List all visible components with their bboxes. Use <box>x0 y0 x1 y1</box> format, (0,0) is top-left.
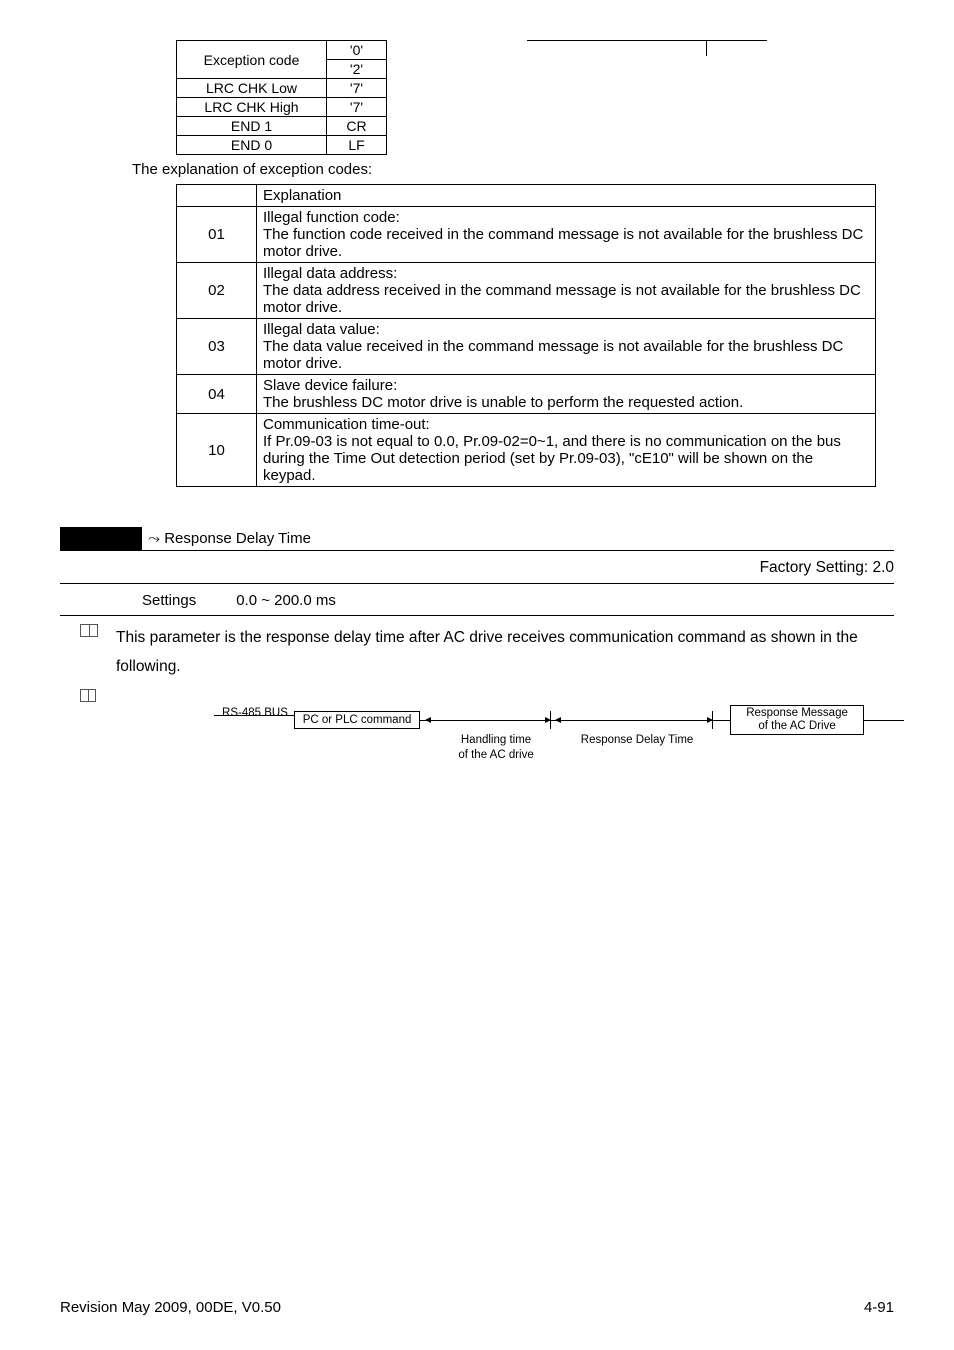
divider <box>60 583 894 584</box>
explain-cell: Communication time-out: If Pr.09-03 is n… <box>257 414 876 487</box>
explanation-table: Explanation 01 Illegal function code: Th… <box>176 184 876 487</box>
settings-label: Settings <box>142 592 196 609</box>
blank-header <box>177 185 257 207</box>
explain-cell: Slave device failure: The brushless DC m… <box>257 375 876 414</box>
cap1-l1: Handling time <box>461 734 531 746</box>
diagram-line <box>864 720 904 721</box>
desc-text: This parameter is the response delay tim… <box>116 624 894 681</box>
section-title: Response Delay Time <box>164 530 311 547</box>
response-msg-box: Response Message of the AC Drive <box>730 705 864 735</box>
code-cell: 04 <box>177 375 257 414</box>
code-cell: 02 <box>177 263 257 319</box>
explain-intro: The explanation of exception codes: <box>132 161 894 178</box>
row-label: LRC CHK Low <box>177 79 327 98</box>
pc-plc-box: PC or PLC command <box>294 711 420 729</box>
cell: LF <box>327 136 387 155</box>
explain-cell: Illegal data value: The data value recei… <box>257 319 876 375</box>
section-index-chip <box>60 527 142 551</box>
diagram-line <box>214 715 294 716</box>
row-title: Slave device failure: <box>263 377 397 394</box>
code-cell: 03 <box>177 319 257 375</box>
box2-l2: of the AC Drive <box>758 720 835 733</box>
row-title: Illegal data value: <box>263 321 380 338</box>
cell: CR <box>327 117 387 136</box>
diagram-arrow <box>550 720 712 721</box>
cap1-l2: of the AC drive <box>458 749 533 761</box>
row-body: If Pr.09-03 is not equal to 0.0, Pr.09-0… <box>263 433 841 484</box>
diagram-arrow <box>426 720 427 721</box>
book-icon <box>80 624 98 637</box>
row-body: The data value received in the command m… <box>263 338 843 372</box>
diagram-line <box>712 720 730 721</box>
explain-header: Explanation <box>257 185 876 207</box>
header-divider-tick <box>706 40 707 56</box>
timing-diagram: RS-485 BUS PC or PLC command Response Me… <box>174 697 894 775</box>
bus-label: RS-485 BUS <box>222 707 288 719</box>
row-title: Illegal function code: <box>263 209 400 226</box>
top-row: Exception code '0' '2' LRC CHK Low '7' L… <box>176 40 894 155</box>
row-title: Illegal data address: <box>263 265 397 282</box>
cell: '7' <box>327 98 387 117</box>
code-cell: 10 <box>177 414 257 487</box>
page-footer: Revision May 2009, 00DE, V0.50 4-91 <box>60 1299 894 1316</box>
code-cell: 01 <box>177 207 257 263</box>
desc-block: This parameter is the response delay tim… <box>80 624 894 681</box>
divider <box>60 615 894 616</box>
exception-small-table: Exception code '0' '2' LRC CHK Low '7' L… <box>176 40 387 155</box>
cell: '7' <box>327 79 387 98</box>
diagram-arrow <box>420 720 550 721</box>
row-title: Communication time-out: <box>263 416 430 433</box>
row-label: LRC CHK High <box>177 98 327 117</box>
row-label: END 1 <box>177 117 327 136</box>
diagram-block: RS-485 BUS PC or PLC command Response Me… <box>80 689 894 775</box>
row-label: Exception code <box>177 41 327 79</box>
box2-l1: Response Message <box>746 707 848 720</box>
row-body: The data address received in the command… <box>263 282 861 316</box>
settings-value: 0.0 ~ 200.0 ms <box>236 592 336 609</box>
factory-setting: Factory Setting: 2.0 <box>60 559 894 577</box>
settings-row: Settings 0.0 ~ 200.0 ms <box>142 592 894 609</box>
cell: '0' <box>327 41 387 60</box>
section-glyph: ⤳ <box>148 530 160 547</box>
response-delay-caption: Response Delay Time <box>562 733 712 748</box>
header-divider-fragment <box>527 40 767 41</box>
footer-left: Revision May 2009, 00DE, V0.50 <box>60 1299 281 1316</box>
book-icon <box>80 689 96 702</box>
cell: '2' <box>327 60 387 79</box>
explain-cell: Illegal data address: The data address r… <box>257 263 876 319</box>
handling-time-caption: Handling time of the AC drive <box>446 733 546 763</box>
footer-right: 4-91 <box>864 1299 894 1316</box>
explain-cell: Illegal function code: The function code… <box>257 207 876 263</box>
diagram-arrow <box>556 720 557 721</box>
row-body: The function code received in the comman… <box>263 226 863 260</box>
row-body: The brushless DC motor drive is unable t… <box>263 394 743 411</box>
section-bar: ⤳ Response Delay Time <box>60 527 894 551</box>
row-label: END 0 <box>177 136 327 155</box>
